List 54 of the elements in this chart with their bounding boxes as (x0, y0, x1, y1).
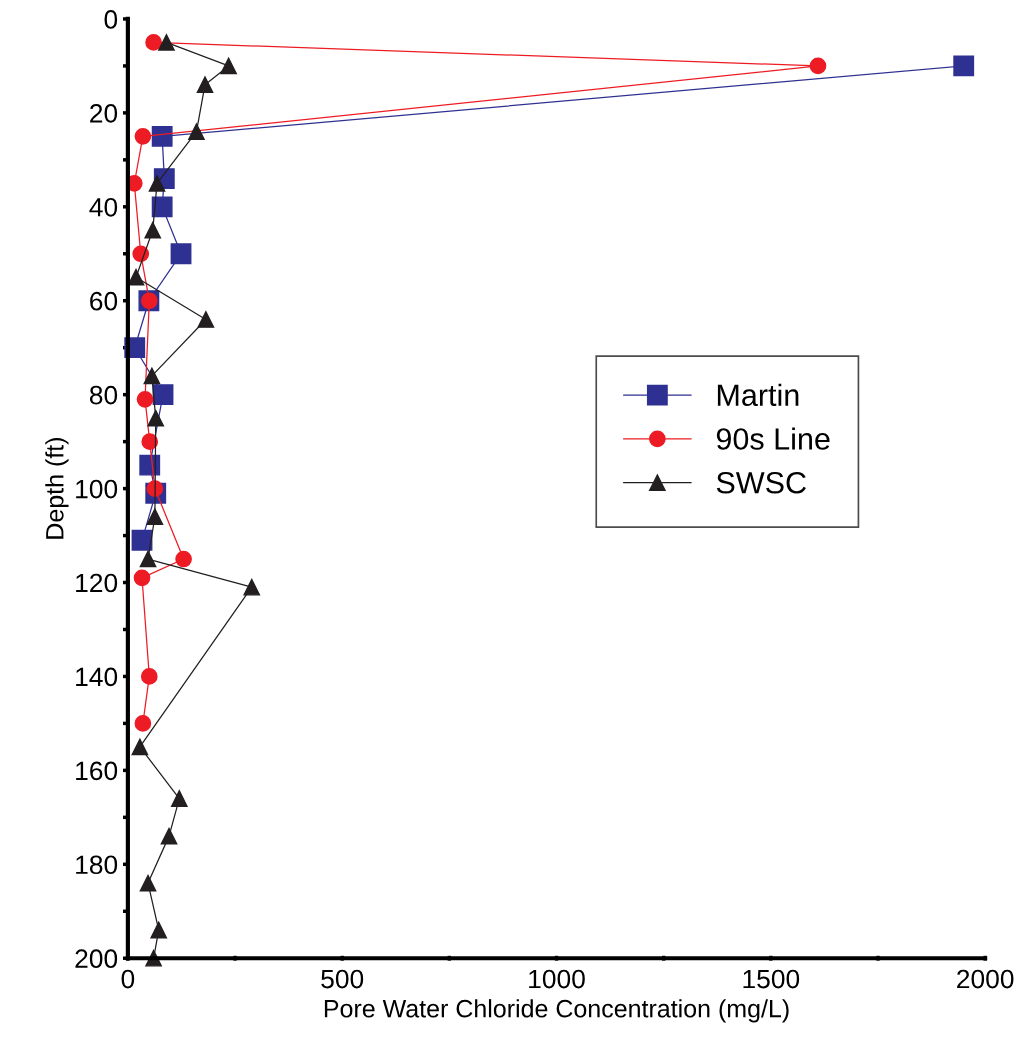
point (127, 268, 145, 286)
x-tick-label: 500 (321, 969, 364, 989)
point (134, 715, 152, 732)
y-tick-label: 40 (89, 197, 118, 217)
y-tick-label: 100 (76, 479, 118, 499)
y-tick-label: 80 (89, 385, 118, 405)
point (136, 391, 154, 408)
point (144, 221, 162, 239)
point (152, 384, 174, 406)
point (145, 34, 162, 51)
point (131, 738, 149, 756)
point (139, 550, 157, 568)
point (243, 578, 261, 596)
point (133, 569, 151, 587)
legend-label: SWSC (716, 471, 806, 494)
point (143, 367, 161, 385)
point (134, 128, 152, 145)
point (148, 174, 166, 192)
point (151, 196, 173, 218)
point (809, 57, 827, 75)
point (146, 508, 164, 526)
x-axis-title: Pore Water Chloride Concentration (mg/L) (324, 999, 789, 1023)
y-tick-label: 140 (76, 667, 118, 687)
point (131, 529, 153, 551)
x-tick-label: 1000 (529, 969, 585, 989)
y-tick-label: 180 (76, 855, 118, 875)
y-tick-label: 120 (76, 573, 118, 593)
y-tick-label: 200 (75, 949, 118, 969)
point (151, 125, 173, 147)
point (160, 827, 178, 845)
legend-label: 90s Line (716, 427, 830, 450)
point (197, 311, 215, 328)
y-tick-label: 60 (90, 291, 118, 311)
point (141, 433, 159, 450)
y-tick-label: 20 (90, 104, 118, 123)
point (953, 55, 975, 77)
point (175, 550, 192, 568)
point (196, 76, 214, 94)
y-tick-label: 0 (104, 10, 118, 29)
point (139, 874, 157, 892)
y-axis-title: Depth (ft) (45, 438, 69, 539)
point (140, 668, 158, 685)
point (147, 409, 165, 427)
point (188, 123, 205, 141)
point (220, 57, 237, 75)
point (150, 921, 168, 939)
legend-label: Martin (717, 383, 799, 407)
y-tick-label: 160 (76, 761, 118, 781)
x-tick-label: 1500 (743, 969, 800, 989)
point (170, 243, 192, 265)
x-tick-label: 2000 (957, 969, 1014, 989)
point (158, 34, 175, 51)
x-tick-label: 0 (121, 969, 135, 989)
point (170, 790, 188, 807)
